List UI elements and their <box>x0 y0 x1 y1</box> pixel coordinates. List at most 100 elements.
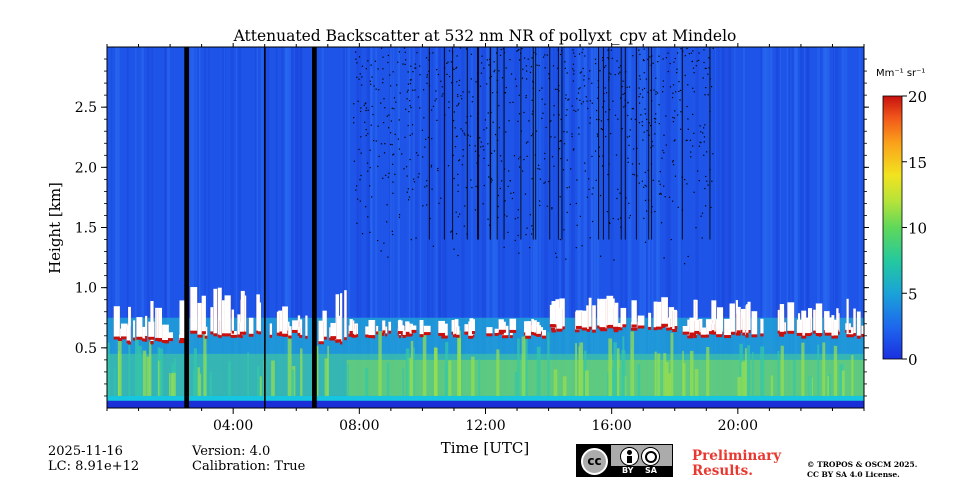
noise-speck <box>404 63 406 65</box>
cloud-cell <box>705 319 713 332</box>
noise-speck <box>497 216 499 219</box>
noise-speck <box>701 237 703 239</box>
y-tick-label: 0.5 <box>75 341 97 357</box>
background-streak <box>627 47 632 408</box>
noise-speck <box>484 119 487 121</box>
noise-speck <box>457 216 459 218</box>
noise-streak <box>478 47 480 240</box>
noise-speck <box>617 188 619 190</box>
noise-speck <box>568 98 570 100</box>
noise-speck <box>529 247 531 249</box>
noise-speck <box>665 144 667 146</box>
noise-speck <box>391 107 393 109</box>
aerosol-plume <box>478 359 481 396</box>
noise-speck <box>706 151 708 153</box>
noise-speck <box>610 133 612 135</box>
noise-speck <box>572 63 575 65</box>
noise-speck <box>586 196 589 198</box>
noise-speck <box>626 86 628 88</box>
noise-speck <box>631 163 634 165</box>
cloud-cell <box>248 317 254 334</box>
noise-speck <box>499 187 501 190</box>
noise-streak <box>624 47 626 240</box>
noise-speck <box>453 68 455 71</box>
noise-speck <box>627 114 629 117</box>
aerosol-plume <box>801 342 805 396</box>
noise-speck <box>700 141 702 144</box>
cloud-cell <box>219 319 222 336</box>
noise-speck <box>653 89 655 91</box>
noise-speck <box>487 112 489 114</box>
background-streak <box>146 47 150 408</box>
noise-speck <box>617 218 619 220</box>
cloud-cell <box>695 299 698 331</box>
aerosol-plume <box>575 343 577 396</box>
noise-speck <box>643 87 646 90</box>
background-streak <box>483 47 487 408</box>
noise-speck <box>518 94 520 96</box>
noise-speck <box>539 168 541 170</box>
aerosol-plume <box>445 342 449 396</box>
noise-speck <box>490 152 493 154</box>
noise-speck <box>601 165 604 167</box>
background-streak <box>358 47 362 408</box>
noise-speck <box>691 60 694 62</box>
noise-speck <box>414 67 416 69</box>
cloud-cell <box>136 317 143 337</box>
aerosol-plume <box>291 369 295 396</box>
noise-speck <box>588 188 590 190</box>
aerosol-plume <box>402 368 404 396</box>
noise-speck <box>470 78 472 80</box>
noise-speck <box>364 103 366 105</box>
noise-speck <box>611 57 613 60</box>
cloud-cell <box>179 300 187 338</box>
noise-streak <box>557 47 559 240</box>
cloud-cell <box>292 320 299 330</box>
background-streak <box>151 47 154 408</box>
noise-speck <box>458 102 460 104</box>
background-streak <box>760 47 764 408</box>
cloud-cell <box>376 325 379 332</box>
cloud-cell <box>796 319 803 333</box>
noise-speck <box>644 184 646 186</box>
background-streak <box>765 47 770 408</box>
noise-speck <box>650 89 652 91</box>
noise-speck <box>707 73 709 75</box>
noise-speck <box>686 183 688 185</box>
noise-speck <box>672 161 674 163</box>
noise-speck <box>699 125 701 127</box>
noise-speck <box>510 73 513 75</box>
aerosol-plume <box>780 345 784 396</box>
noise-speck <box>418 173 420 175</box>
noise-speck <box>667 52 669 54</box>
noise-speck <box>523 57 526 59</box>
noise-speck <box>500 48 502 51</box>
cloud-cell <box>787 302 795 331</box>
noise-speck <box>600 120 603 122</box>
background-streak <box>285 47 289 408</box>
noise-speck <box>654 133 656 135</box>
noise-speck <box>497 194 500 197</box>
noise-speck <box>591 193 593 195</box>
noise-speck <box>483 157 485 159</box>
noise-speck <box>647 58 649 61</box>
noise-speck <box>521 77 524 79</box>
cloud-cell <box>666 317 671 328</box>
aerosol-plume <box>737 376 742 396</box>
noise-speck <box>563 143 566 145</box>
noise-speck <box>700 131 702 133</box>
aerosol-plume <box>827 376 830 396</box>
cloud-cell <box>498 321 506 330</box>
background-streak <box>295 47 300 408</box>
noise-speck <box>674 139 676 141</box>
noise-speck <box>679 99 681 101</box>
noise-speck <box>583 85 586 87</box>
noise-speck <box>596 135 599 137</box>
noise-speck <box>483 129 485 131</box>
noise-speck <box>531 99 533 101</box>
aerosol-plume <box>170 373 174 396</box>
noise-speck <box>489 58 491 60</box>
noise-speck <box>578 53 581 55</box>
background-streak <box>291 47 294 408</box>
noise-streak <box>535 47 537 240</box>
